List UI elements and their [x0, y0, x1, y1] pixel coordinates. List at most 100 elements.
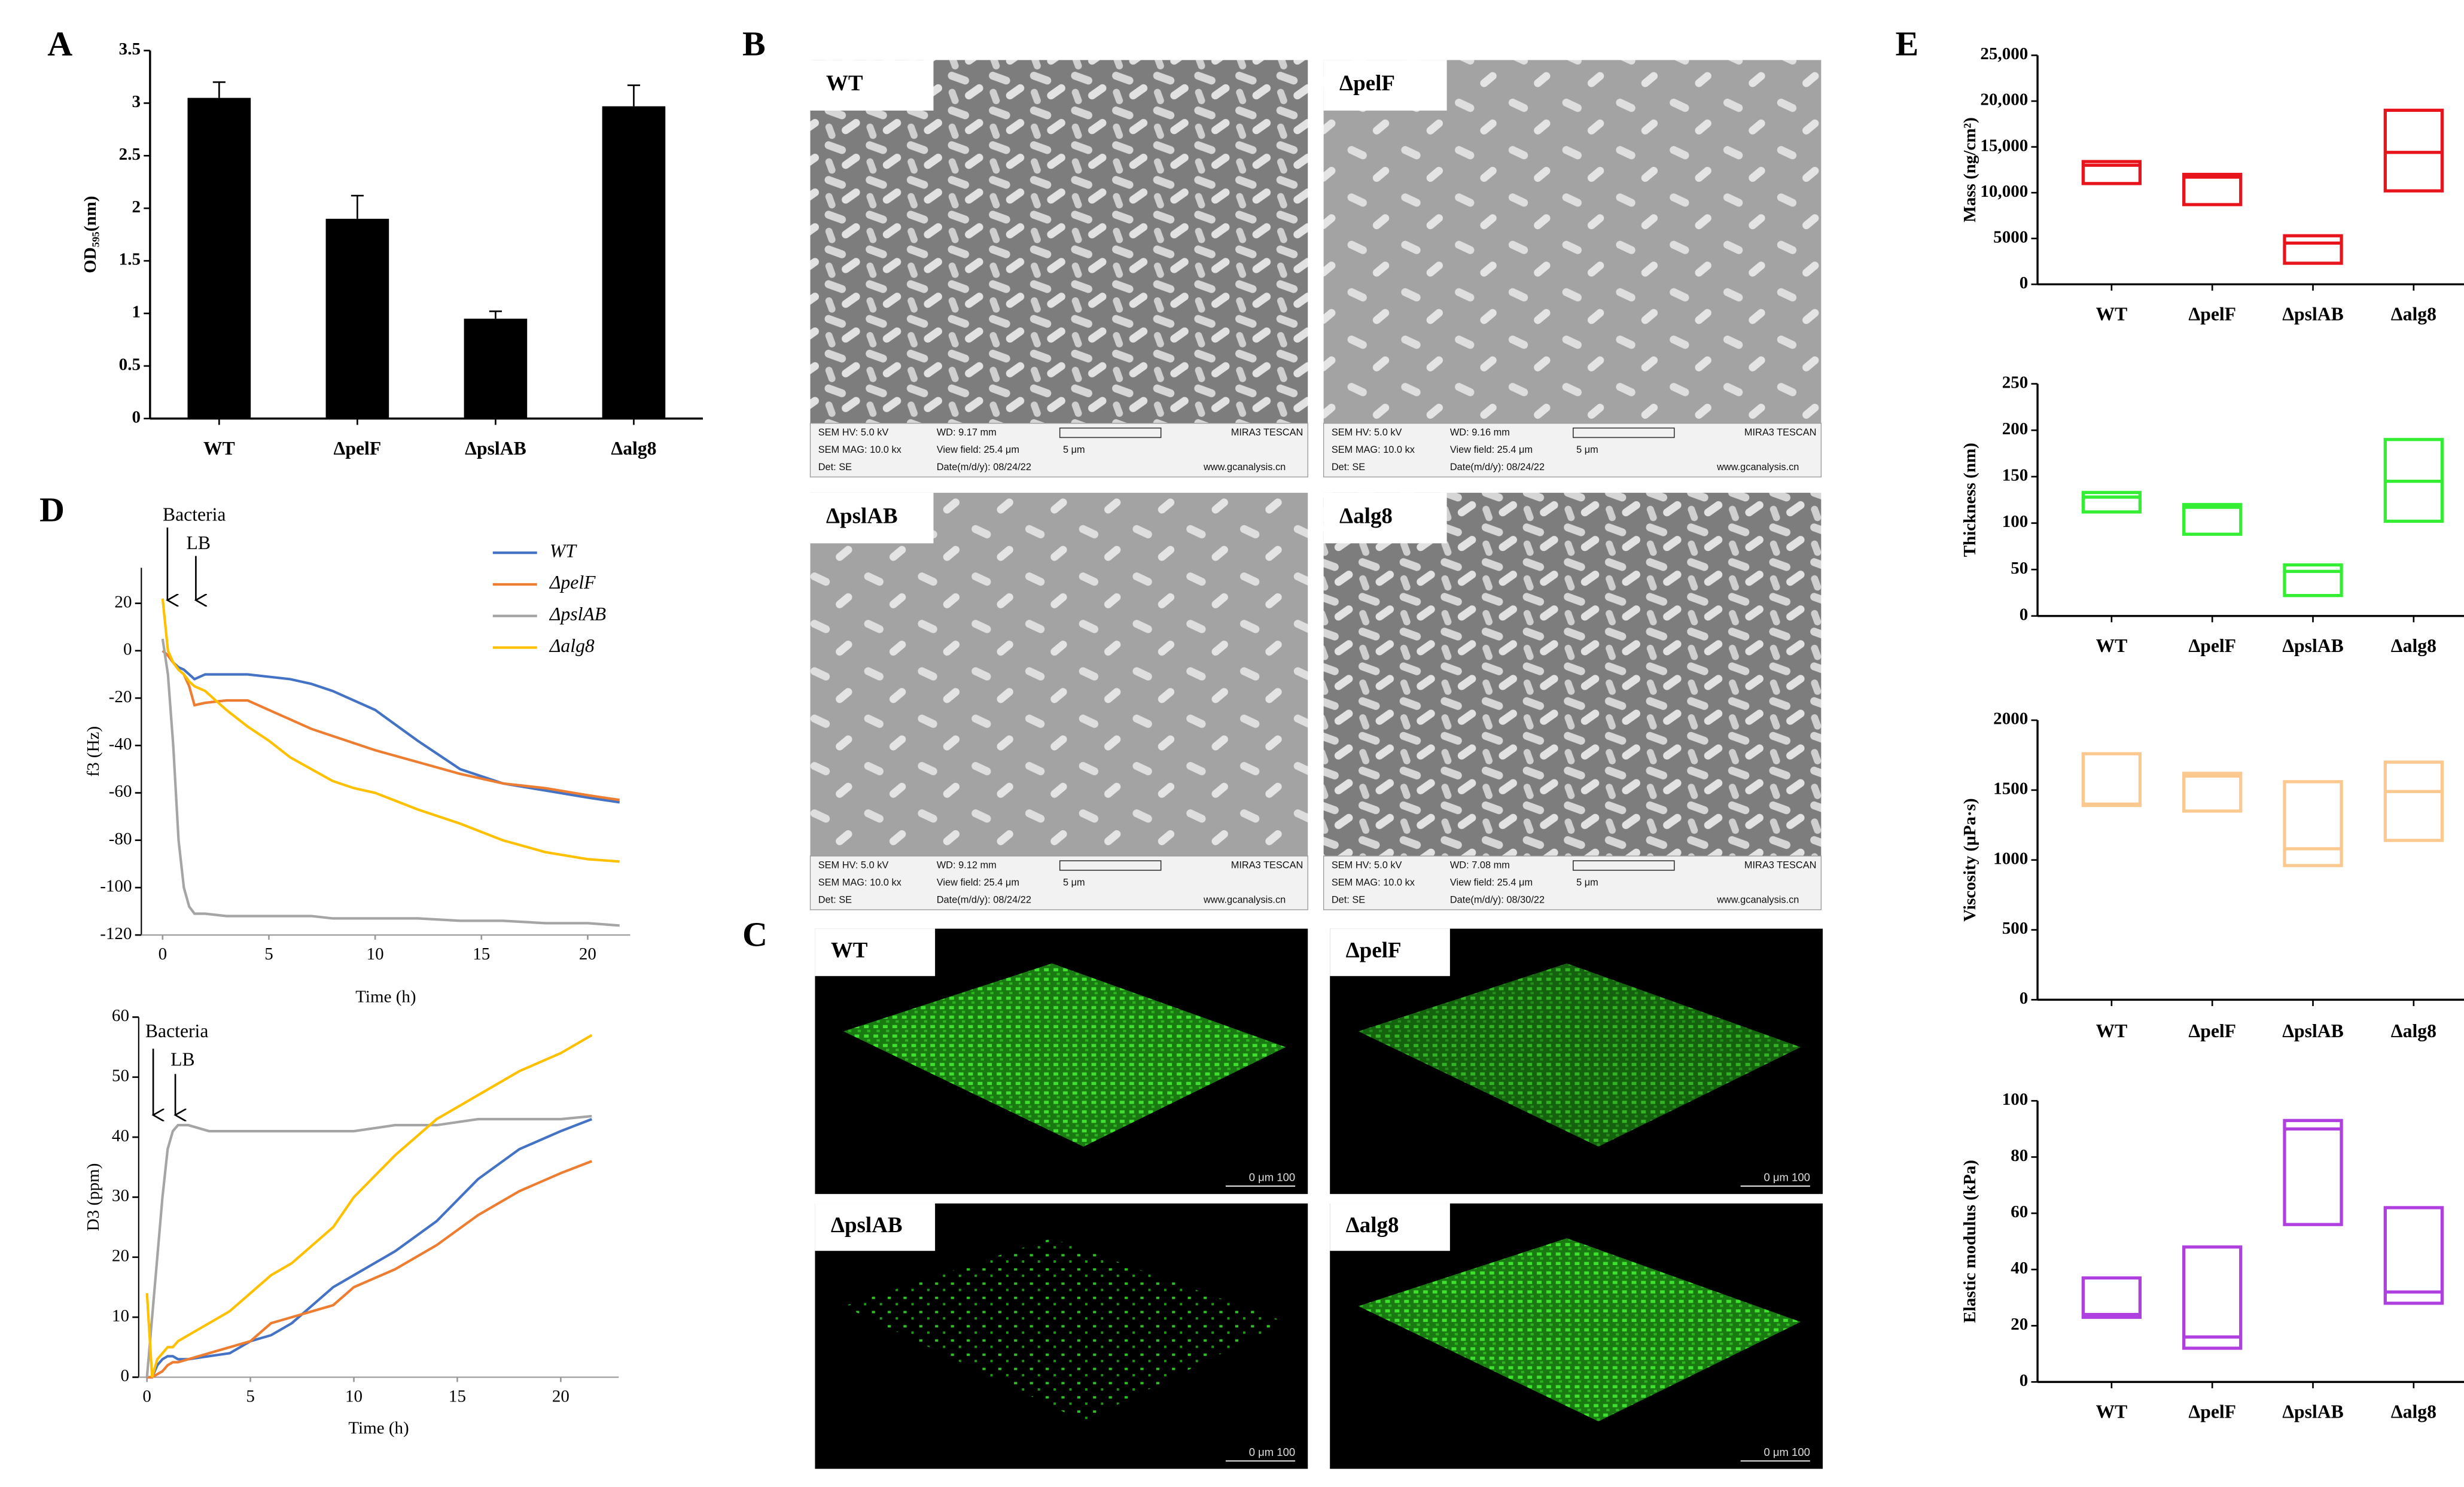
- label-box: [1323, 492, 1447, 544]
- info-text: SEM MAG: 10.0 kx: [1332, 444, 1415, 455]
- range-box: [2383, 1206, 2444, 1305]
- info-text: Det: SE: [1332, 462, 1365, 473]
- range-box: [2182, 502, 2243, 536]
- bar: [464, 318, 528, 419]
- info-text: View field: 25.4 μm: [937, 444, 1019, 455]
- x-tick-label: Δalg8: [2391, 635, 2436, 656]
- info-text: 5 μm: [1063, 877, 1085, 888]
- y-tick-label: 1500: [1993, 779, 2028, 799]
- range-box: [2283, 234, 2343, 265]
- range-box: [2283, 780, 2343, 867]
- image-label: ΔpslAB: [831, 1212, 903, 1237]
- scale-ruler: [1573, 427, 1675, 438]
- y-axis-title: D3 (ppm): [84, 1163, 103, 1232]
- label-box: [1330, 1203, 1450, 1251]
- bar: [187, 97, 251, 419]
- info-text: 5 μm: [1063, 444, 1085, 455]
- y-tick-label: 1000: [1993, 849, 2028, 868]
- y-tick-label: 60: [2011, 1202, 2028, 1221]
- y-tick-label: -80: [109, 829, 132, 848]
- image-label: ΔpelF: [1339, 71, 1395, 95]
- x-tick-label: 15: [449, 1387, 466, 1406]
- info-text: WD: 7.08 mm: [1450, 860, 1510, 870]
- legend-label: ΔpslAB: [549, 604, 606, 624]
- info-text: SEM MAG: 10.0 kx: [818, 444, 901, 455]
- y-tick-label: 0.5: [119, 355, 141, 374]
- x-tick-label: 10: [345, 1387, 363, 1406]
- x-tick-label: ΔpelF: [2188, 303, 2236, 324]
- panel-letter: A: [47, 25, 72, 63]
- panel-letter: C: [742, 915, 767, 954]
- info-text: MIRA3 TESCAN: [1231, 427, 1303, 438]
- scale-text: 0 μm 100: [1249, 1171, 1295, 1184]
- y-tick-label: 10: [112, 1306, 129, 1325]
- range-box: [2081, 1276, 2142, 1319]
- x-tick-label: 10: [367, 944, 384, 964]
- info-text: View field: 25.4 μm: [1450, 877, 1533, 888]
- line-series: [145, 1114, 592, 1378]
- info-text: SEM HV: 5.0 kV: [1332, 427, 1402, 438]
- range-box: [2283, 1119, 2343, 1226]
- info-text: MIRA3 TESCAN: [1744, 427, 1817, 438]
- info-text: Det: SE: [818, 894, 852, 905]
- legend-label: Δalg8: [549, 635, 595, 656]
- info-text: SEM MAG: 10.0 kx: [1332, 877, 1415, 888]
- info-bar: [809, 423, 1308, 478]
- sem-image: [810, 492, 1308, 857]
- panel-letter: B: [742, 25, 766, 63]
- y-tick-label: 20: [112, 1246, 129, 1265]
- x-tick-label: WT: [2096, 1401, 2127, 1422]
- x-tick-label: ΔpelF: [2188, 1020, 2236, 1041]
- annotation: Bacteria: [145, 1020, 209, 1041]
- info-text: MIRA3 TESCAN: [1744, 860, 1817, 870]
- biofilm: [1358, 1238, 1801, 1422]
- range-box: [2081, 752, 2142, 808]
- info-text: WD: 9.17 mm: [937, 427, 997, 438]
- scale-ruler: [1059, 427, 1162, 438]
- y-tick-label: -100: [100, 877, 132, 896]
- y-tick-label: 25,000: [1980, 44, 2028, 63]
- y-tick-label: 3.5: [119, 39, 141, 59]
- y-tick-label: -60: [109, 782, 132, 801]
- line-series: [161, 598, 620, 863]
- info-bar: [1323, 423, 1822, 478]
- y-axis-title: Thickness (nm): [1960, 443, 1979, 557]
- x-tick-label: ΔpelF: [334, 438, 382, 459]
- info-text: Det: SE: [1332, 894, 1365, 905]
- y-tick-label: -40: [109, 735, 132, 754]
- y-tick-label: 0: [2020, 273, 2029, 292]
- y-tick-label: 250: [2002, 373, 2029, 392]
- line-series: [162, 650, 620, 804]
- scale-ruler: [1059, 860, 1162, 871]
- x-tick-label: ΔpslAB: [2282, 1020, 2344, 1041]
- x-tick-label: WT: [203, 438, 235, 459]
- bar: [602, 106, 666, 419]
- x-tick-label: WT: [2096, 303, 2127, 324]
- image-label: Δalg8: [1339, 504, 1393, 528]
- info-text: Date(m/d/y): 08/30/22: [1450, 894, 1545, 905]
- info-text: Date(m/d/y): 08/24/22: [937, 462, 1031, 473]
- y-tick-label: 15,000: [1980, 136, 2028, 155]
- label-box: [810, 60, 934, 111]
- x-tick-label: ΔpslAB: [465, 438, 526, 459]
- x-tick-label: 0: [159, 944, 167, 964]
- info-text: Det: SE: [818, 462, 852, 473]
- info-text: www.gcanalysis.cn: [1203, 462, 1286, 473]
- info-text: View field: 25.4 μm: [937, 877, 1019, 888]
- x-tick-label: ΔpelF: [2188, 1401, 2236, 1422]
- scale-ruler: [1573, 860, 1675, 871]
- x-tick-label: WT: [2096, 1020, 2127, 1041]
- sem-image: [1323, 60, 1822, 423]
- y-tick-label: 500: [2002, 919, 2029, 938]
- info-text: SEM HV: 5.0 kV: [818, 860, 889, 870]
- line-series: [161, 638, 620, 927]
- y-tick-label: -120: [100, 924, 132, 943]
- x-tick-label: Δalg8: [2391, 1020, 2436, 1041]
- y-tick-label: 0: [2020, 1371, 2029, 1390]
- range-box: [2182, 172, 2243, 206]
- y-tick-label: 150: [2002, 466, 2029, 485]
- image-label: Δalg8: [1346, 1212, 1399, 1237]
- y-tick-label: 5000: [1993, 227, 2028, 246]
- info-bar: [1323, 855, 1822, 910]
